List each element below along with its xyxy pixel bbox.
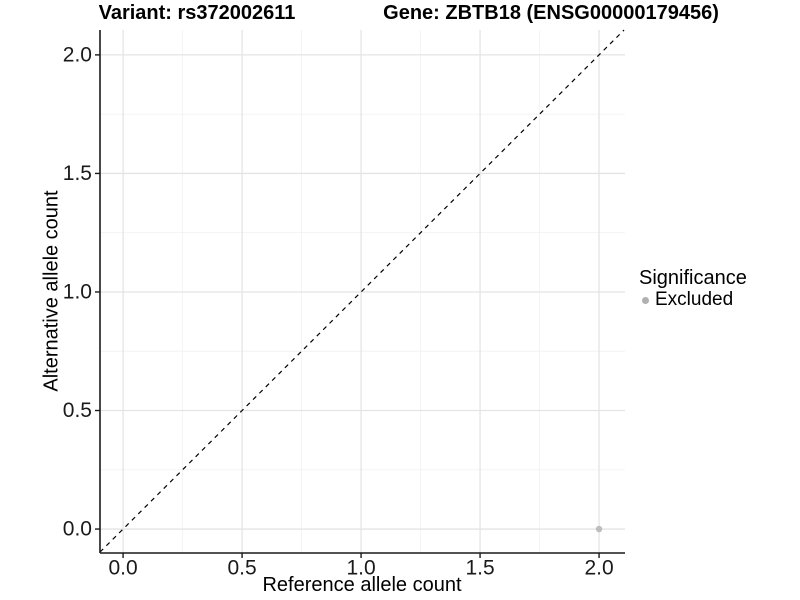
x-axis-title: Reference allele count — [262, 574, 462, 596]
legend-item-excluded: Excluded — [639, 289, 747, 311]
x-tick-label: 1.0 — [346, 557, 375, 580]
variant-title: Variant: rs372002611 — [98, 2, 296, 24]
data-point — [595, 525, 603, 533]
legend-title: Significance — [639, 267, 747, 289]
x-tick-label: 2.0 — [584, 557, 613, 580]
y-axis-title: Alternative allele count — [40, 190, 63, 392]
y-tick-label: 1.5 — [63, 162, 92, 185]
x-tick-label: 1.5 — [465, 557, 494, 580]
gene-title: Gene: ZBTB18 (ENSG00000179456) — [383, 2, 719, 24]
x-tick-label: 0.5 — [227, 557, 256, 580]
y-tick-label: 0.0 — [63, 518, 92, 541]
identity-reference-line — [99, 29, 625, 553]
legend-item-label: Excluded — [655, 289, 734, 310]
excluded-point-icon — [642, 296, 649, 304]
x-tick-label: 0.0 — [108, 557, 137, 580]
y-tick-label: 1.0 — [63, 280, 92, 303]
legend: Significance Excluded — [639, 267, 747, 311]
y-tick-label: 0.5 — [63, 399, 92, 422]
y-tick-label: 2.0 — [63, 43, 92, 66]
